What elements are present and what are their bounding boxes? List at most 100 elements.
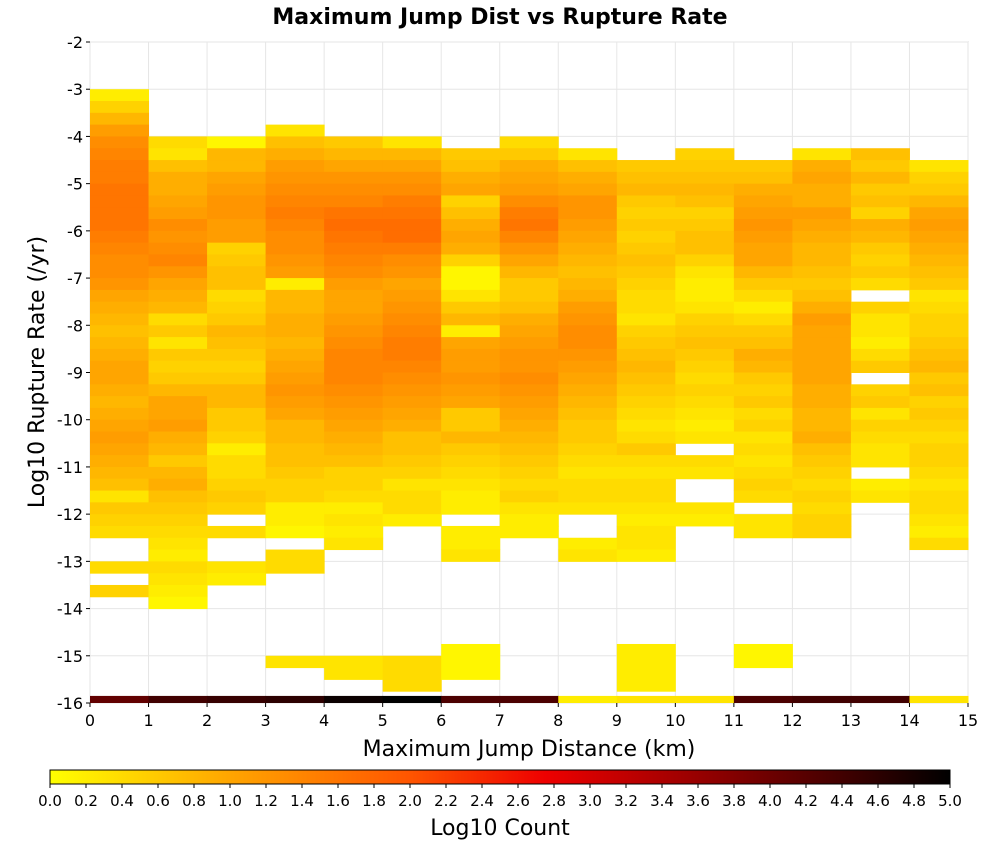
heatmap-cell [441,384,501,397]
heatmap-cell [558,407,618,421]
heatmap-cell [616,455,676,468]
heatmap-cell [675,337,735,350]
heatmap-cell [675,466,735,480]
heatmap-cell [499,301,559,314]
heatmap-cell [382,337,442,350]
heatmap-cell [382,219,442,232]
heatmap-cell [207,525,267,539]
heatmap-cell [909,207,969,220]
heatmap-cell [441,396,501,409]
heatmap-cell [265,561,325,574]
heatmap-cell [850,242,910,255]
heatmap-cell [850,348,910,362]
heatmap-cell [148,407,208,421]
heatmap-cell [382,289,442,303]
heatmap-cell [499,313,559,326]
x-tick-label: 9 [612,711,622,730]
heatmap-cell [558,490,618,503]
heatmap-cell [441,219,501,232]
heatmap-cell [733,337,793,350]
heatmap-cell [441,301,501,314]
colorbar-tick-label: 4.6 [866,792,890,810]
heatmap-cell [324,360,384,373]
heatmap-cell [675,289,735,303]
heatmap-cell [382,514,442,527]
heatmap-cell [90,431,150,444]
heatmap-cell [324,219,384,232]
heatmap-cell [148,278,208,291]
heatmap-cell [675,384,735,397]
heatmap-cell [265,348,325,362]
heatmap-cell [909,514,969,527]
heatmap-cell [148,136,208,149]
heatmap-cell [148,171,208,185]
heatmap-cell [792,348,852,362]
heatmap-cell [207,360,267,373]
heatmap-cell [909,266,969,279]
heatmap-cell [90,242,150,255]
heatmap-cell [616,525,676,539]
heatmap-cell [616,325,676,338]
heatmap-cell [616,431,676,444]
heatmap-cell [441,171,501,185]
heatmap-cell [499,148,559,161]
heatmap-cell [324,289,384,303]
heatmap-cell [616,443,676,456]
heatmap-cell [90,195,150,208]
heatmap-cell [324,171,384,185]
heatmap-cell [558,325,618,338]
heatmap-cell [207,372,267,385]
heatmap-cell [792,266,852,279]
heatmap-cell [382,207,442,220]
heatmap-cell [148,207,208,220]
heatmap-cell [499,490,559,503]
heatmap-cell [90,514,150,527]
heatmap-cell [148,384,208,397]
heatmap-cell [733,431,793,444]
heatmap-cell [616,207,676,220]
heatmap-cell [733,242,793,255]
colorbar-tick-label: 1.8 [362,792,386,810]
heatmap-cell [909,372,969,385]
colorbar-tick-label: 4.0 [758,792,782,810]
heatmap-cell [324,537,384,551]
heatmap-cell [382,419,442,433]
heatmap-cell [441,407,501,421]
heatmap-cell [324,337,384,350]
heatmap-cell [265,695,325,703]
heatmap-cell [382,478,442,492]
heatmap-cell [207,478,267,492]
heatmap-cell [90,490,150,503]
heatmap-cell [324,695,384,703]
colorbar-tick-label: 0.0 [38,792,62,810]
heatmap-cell [90,525,150,539]
heatmap-cell [324,396,384,409]
y-tick-label: -10 [57,411,83,430]
heatmap-cell [558,384,618,397]
heatmap-cell [382,254,442,267]
heatmap-cell [792,254,852,267]
heatmap-cell [207,431,267,444]
heatmap-cell [792,360,852,373]
heatmap-cell [909,254,969,267]
heatmap-cell [850,360,910,373]
heatmap-cell [616,289,676,303]
heatmap-cell [148,148,208,161]
heatmap-cell [324,525,384,539]
heatmap-cell [792,490,852,503]
heatmap-cell [792,171,852,185]
heatmap-cell [148,195,208,208]
heatmap-cell [558,396,618,409]
heatmap-cell [90,89,150,102]
heatmap-cell [382,230,442,244]
heatmap-cell [792,313,852,326]
heatmap-cell [441,148,501,161]
heatmap-cell [733,313,793,326]
heatmap-cell [792,525,852,539]
heatmap-cell [616,537,676,551]
heatmap-cell [324,514,384,527]
heatmap-cell [675,242,735,255]
y-tick-label: -13 [57,552,83,571]
heatmap-cell [792,443,852,456]
heatmap-cell [382,148,442,161]
